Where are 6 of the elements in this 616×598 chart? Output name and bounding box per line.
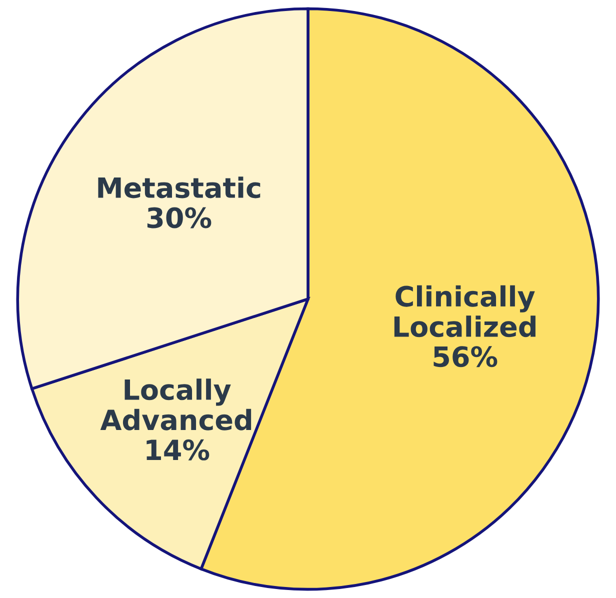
slice-label: Metastatic <box>98 176 260 198</box>
slice-label: Locally Advanced <box>100 378 252 430</box>
data-label: 14% <box>146 439 210 460</box>
data-label: 56% <box>434 346 498 368</box>
slice-label: Clinically Localized <box>394 285 536 338</box>
data-label: 30% <box>147 207 212 228</box>
